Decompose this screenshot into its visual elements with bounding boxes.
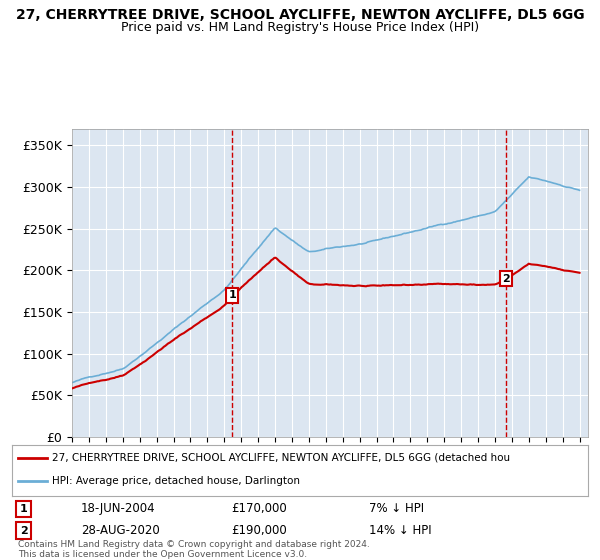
Text: HPI: Average price, detached house, Darlington: HPI: Average price, detached house, Darl… (52, 477, 301, 487)
Text: Contains HM Land Registry data © Crown copyright and database right 2024.
This d: Contains HM Land Registry data © Crown c… (18, 540, 370, 559)
Text: 27, CHERRYTREE DRIVE, SCHOOL AYCLIFFE, NEWTON AYCLIFFE, DL5 6GG: 27, CHERRYTREE DRIVE, SCHOOL AYCLIFFE, N… (16, 8, 584, 22)
Text: 1: 1 (229, 290, 236, 300)
Text: 1: 1 (20, 504, 28, 514)
Text: 2: 2 (502, 274, 510, 283)
Text: 18-JUN-2004: 18-JUN-2004 (81, 502, 156, 516)
Text: 27, CHERRYTREE DRIVE, SCHOOL AYCLIFFE, NEWTON AYCLIFFE, DL5 6GG (detached hou: 27, CHERRYTREE DRIVE, SCHOOL AYCLIFFE, N… (52, 453, 511, 463)
Text: 14% ↓ HPI: 14% ↓ HPI (369, 524, 432, 537)
Text: 7% ↓ HPI: 7% ↓ HPI (369, 502, 424, 516)
Text: £190,000: £190,000 (231, 524, 287, 537)
Text: £170,000: £170,000 (231, 502, 287, 516)
Text: 28-AUG-2020: 28-AUG-2020 (81, 524, 160, 537)
Text: 2: 2 (20, 526, 28, 536)
Text: Price paid vs. HM Land Registry's House Price Index (HPI): Price paid vs. HM Land Registry's House … (121, 21, 479, 34)
